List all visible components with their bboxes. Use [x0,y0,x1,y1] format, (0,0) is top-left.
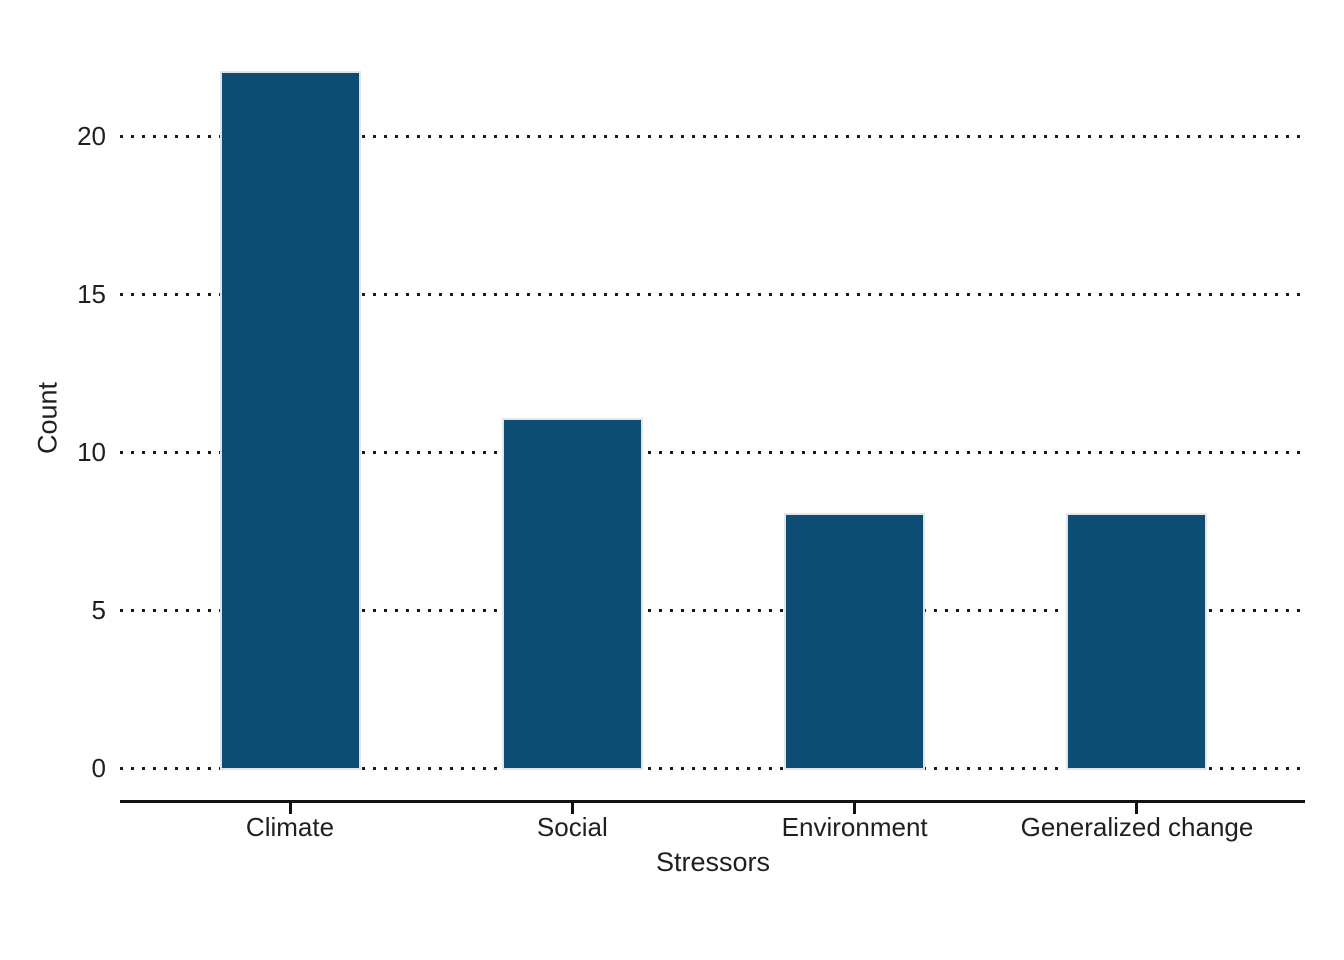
x-tick-label-social: Social [536,812,608,842]
x-tick-label-climate: Climate [245,812,335,842]
y-tick-label: 10 [77,437,106,467]
y-axis-title: Count [32,381,63,455]
gridline-y-15 [120,293,1303,296]
bar-environment [784,513,926,770]
gridline-y-5 [120,609,1303,612]
y-tick-label: 15 [77,279,106,309]
x-tick-mark [288,803,292,814]
x-tick-mark [1135,803,1139,814]
bar-social [501,418,643,770]
x-tick-label-environment: Environment [781,812,928,842]
x-axis-line [120,800,1305,803]
y-tick-label: 0 [91,753,106,783]
gridline-y-0 [120,767,1303,770]
x-tick-mark [570,803,574,814]
y-tick-label: 20 [77,121,106,151]
x-axis-title: Stressors [655,847,771,877]
y-tick-label: 5 [91,595,106,625]
gridline-y-10 [120,451,1303,454]
bar-generalized-change [1066,513,1208,770]
x-tick-mark [853,803,857,814]
gridline-y-20 [120,135,1303,138]
bar-climate [219,70,361,770]
x-tick-label-generalized-change: Generalized change [1020,812,1254,842]
